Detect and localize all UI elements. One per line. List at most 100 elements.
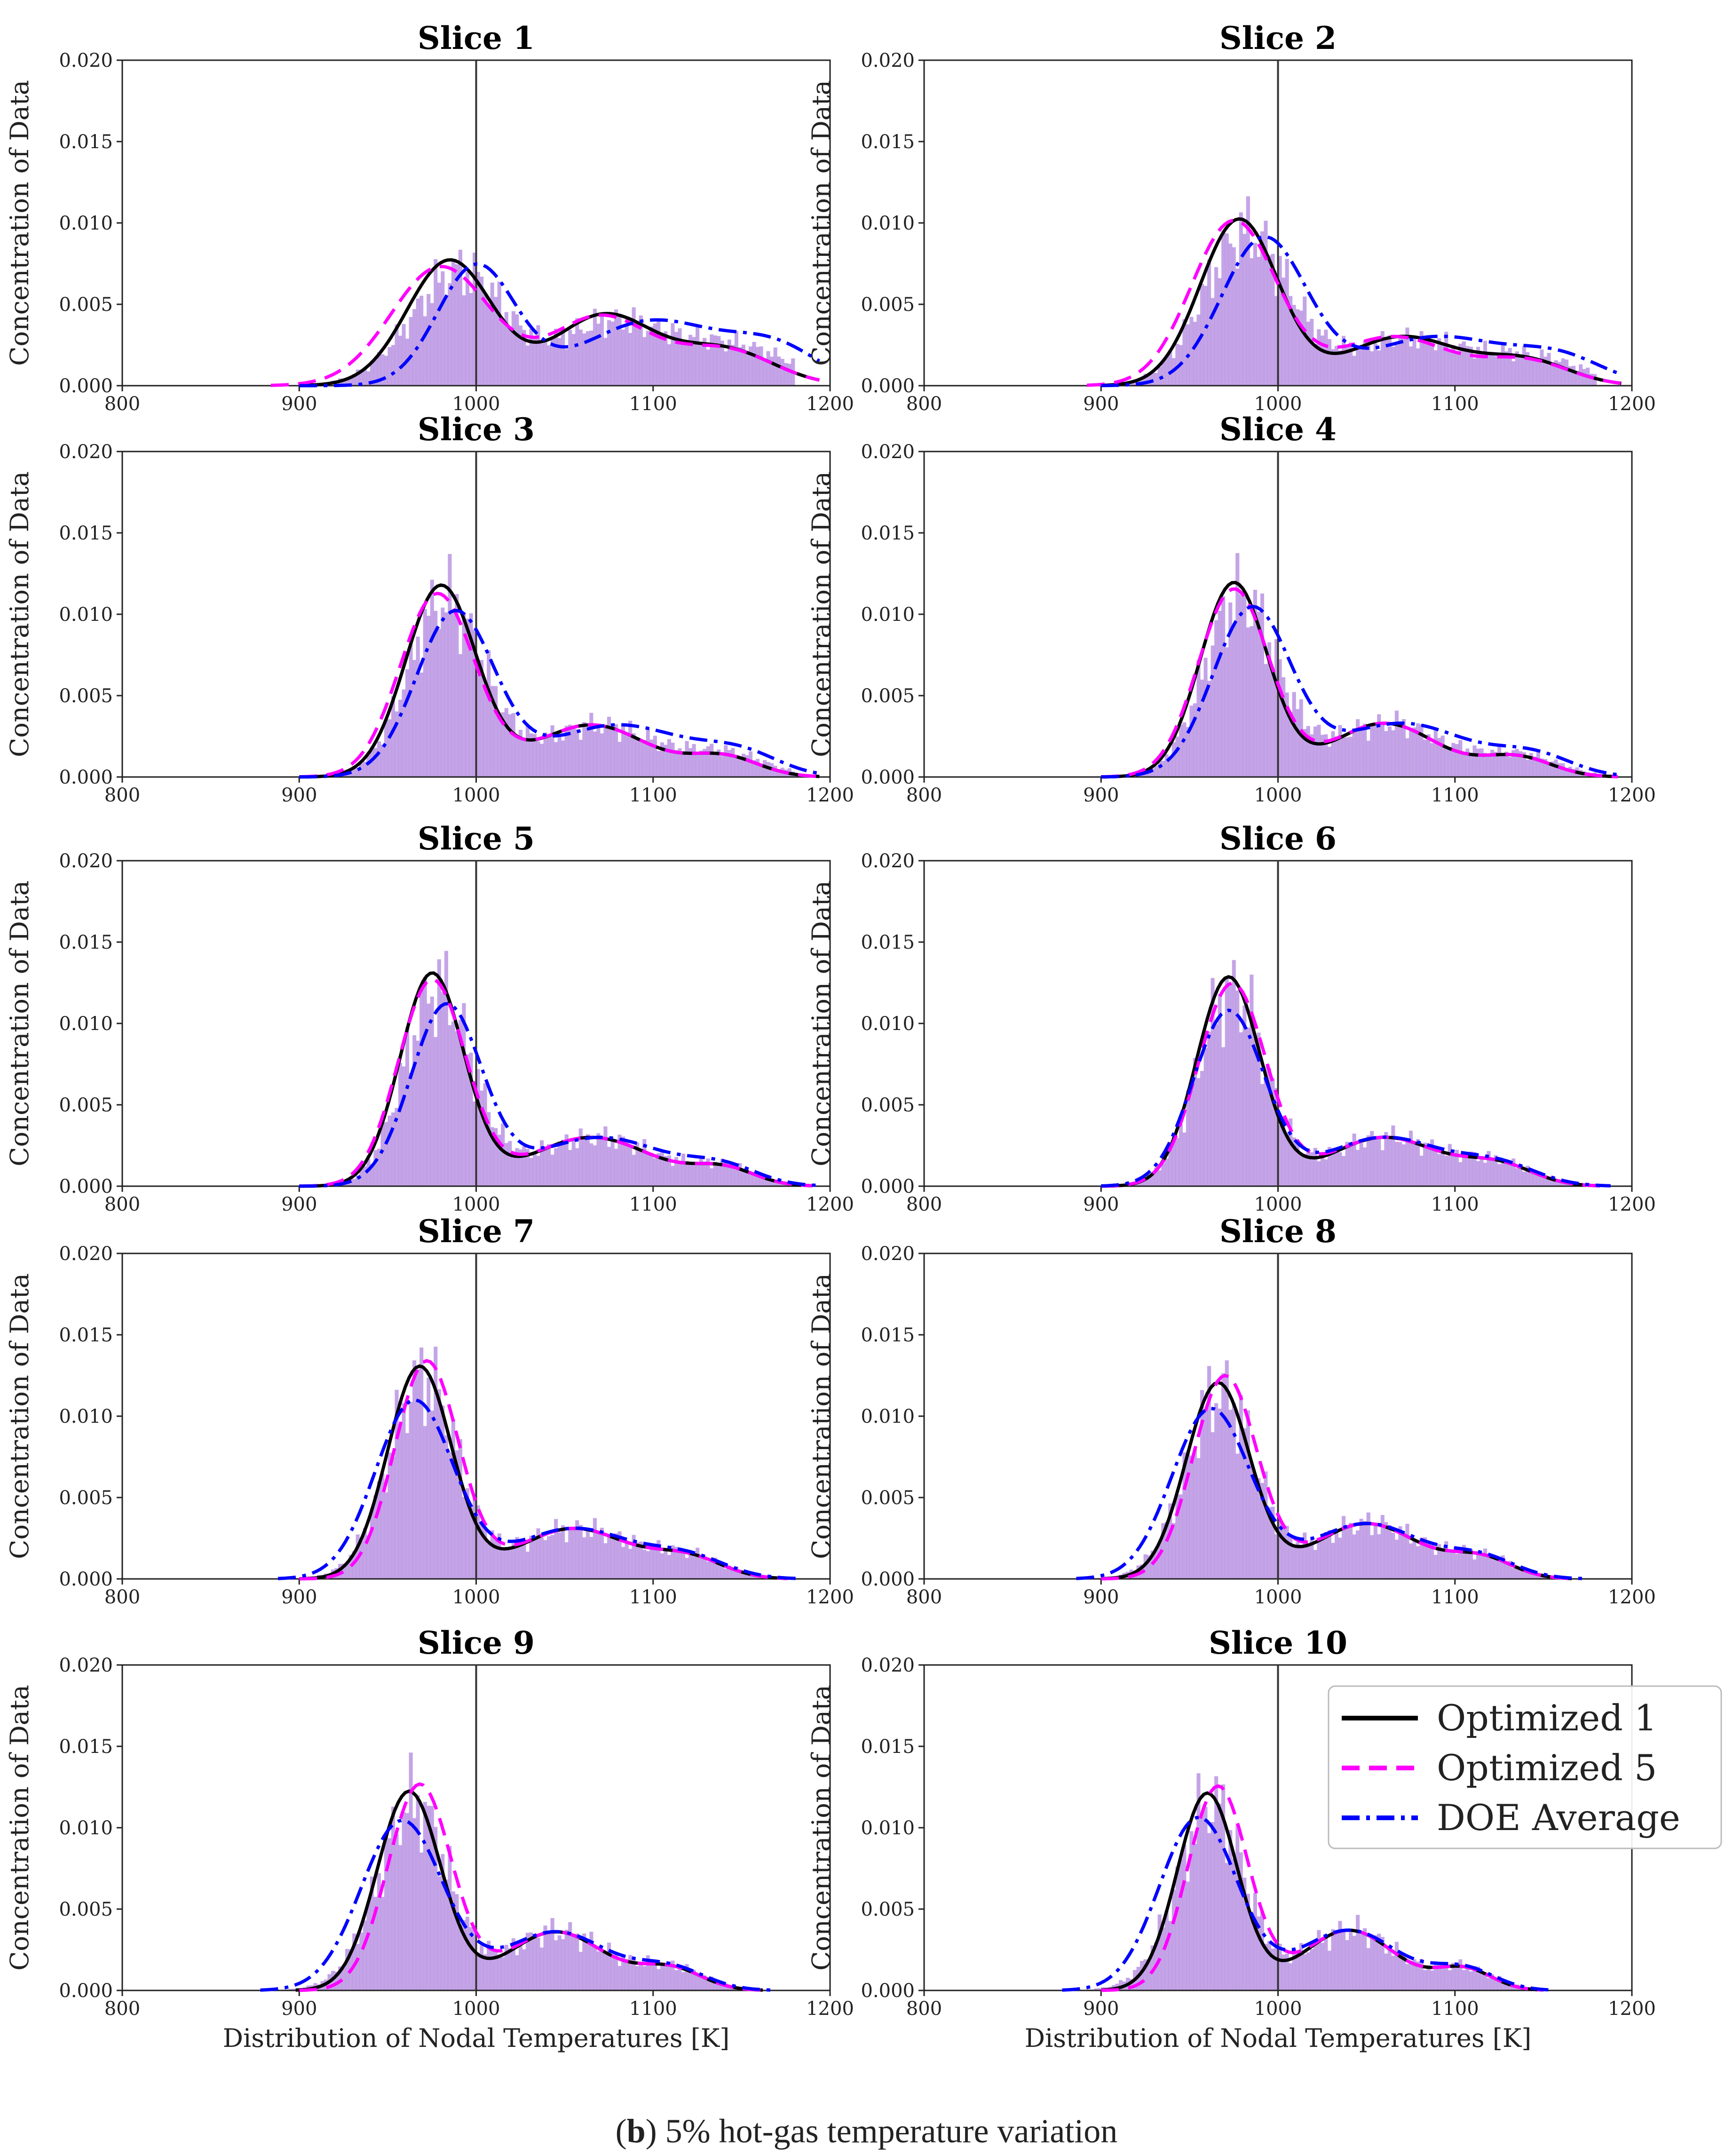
histogram-bar [402,324,406,386]
histogram-bar [515,1537,519,1579]
histogram-bar [1239,1032,1243,1186]
histogram-bar [366,1159,371,1186]
histogram-bar [1214,1776,1219,1990]
histogram-bar [391,1807,396,1990]
histogram-bar [1317,725,1321,777]
histogram-bar [589,713,593,777]
histogram-bar [1250,975,1254,1186]
histogram-bar [1430,743,1434,777]
histogram-bar [710,1558,714,1579]
y-tick-label: 0.010 [59,1817,113,1839]
histogram-bar [575,318,579,386]
histogram-bar [1196,1773,1201,1990]
histogram-bar [1501,1163,1505,1186]
histogram-bar [610,321,615,386]
y-tick-label: 0.020 [861,50,915,71]
histogram-bar [1501,754,1505,777]
histogram-bar [688,1550,693,1579]
x-tick-label: 900 [281,1586,317,1608]
histogram-bar [1440,1964,1445,1990]
histogram-bar [469,293,473,386]
histogram-bar [423,316,427,386]
histogram-bar [539,1947,544,1990]
histogram-bar [1504,1982,1509,1990]
histogram-bar [1225,233,1229,386]
histogram-bar [674,1970,679,1990]
histogram-bar [1345,347,1349,386]
histogram-bar [561,333,565,386]
histogram-bar [649,1153,654,1186]
x-tick-label: 800 [906,1998,942,2020]
x-tick-label: 1000 [452,1586,500,1608]
histogram-bar [480,1522,484,1579]
histogram-bar [1437,338,1441,386]
histogram-bar [448,1025,452,1186]
histogram-bar [1189,1831,1194,1990]
histogram-bar [635,323,640,386]
histogram-bar [713,335,717,386]
histogram-bar [1352,356,1356,386]
histogram-bar [1363,341,1367,386]
histogram-bar [696,325,700,386]
histogram-bar [532,734,537,777]
histogram-bar [1356,347,1360,386]
histogram-bar [1257,1032,1261,1186]
histogram-bar [543,1540,547,1579]
histogram-bar [434,259,438,386]
histogram-bar [568,1922,572,1990]
histogram-bar [1462,1970,1466,1990]
histogram-bar [660,339,664,386]
histogram-bar [1405,1964,1409,1990]
histogram-bar [621,1546,625,1579]
x-tick-label: 800 [906,1194,942,1215]
histogram-bar [501,1548,505,1579]
x-tick-label: 1200 [806,1194,854,1215]
histogram-bar [1157,1170,1162,1186]
histogram-bar [1232,960,1236,1186]
histogram-bar [352,1551,356,1579]
histogram-bar [1331,731,1335,777]
histogram-bar [416,1369,420,1579]
histogram-bar [444,951,448,1186]
histogram-bar [1225,647,1229,777]
panel-title: Slice 10 [1209,1625,1347,1661]
histogram-bar [738,757,742,777]
histogram-bar [1334,1531,1339,1579]
histogram-bar [359,763,364,777]
histogram-bar [1168,1921,1172,1990]
histogram-bar [515,314,519,386]
histogram-bar [1143,1959,1147,1990]
histogram-bar [1253,243,1257,386]
histogram-bar [1292,1546,1296,1579]
histogram-bar [589,1537,593,1579]
y-tick-label: 0.015 [59,523,113,544]
histogram-bar [1448,1144,1452,1186]
histogram-bar [1264,221,1268,386]
histogram-bar [1497,1561,1502,1579]
histogram-bar [444,1435,448,1579]
x-tick-label: 900 [1083,1998,1119,2020]
histogram-bar [1253,1038,1257,1186]
histogram-bar [398,1062,403,1186]
histogram-bar [586,1134,590,1186]
histogram-bar [734,1566,738,1579]
histogram-bar [515,1955,519,1990]
histogram-bar [338,1966,342,1990]
y-tick-label: 0.005 [59,1899,113,1920]
histogram-bar [522,740,526,777]
histogram-bar [1455,1554,1459,1579]
histogram-bar [494,1128,498,1186]
histogram-bar [518,1149,522,1186]
histogram-bar [607,716,611,777]
histogram-bar [366,1535,371,1579]
histogram-bar [395,1834,399,1990]
histogram-bar [614,309,618,386]
x-tick-label: 1100 [1431,1998,1479,2020]
histogram-bar [1437,737,1441,777]
histogram-bar [494,1540,498,1579]
histogram-bar [1465,1966,1470,1990]
histogram-bar [589,1143,593,1186]
histogram-bar [1313,1943,1317,1990]
histogram-bar [380,1123,385,1186]
histogram-bar [377,741,381,777]
